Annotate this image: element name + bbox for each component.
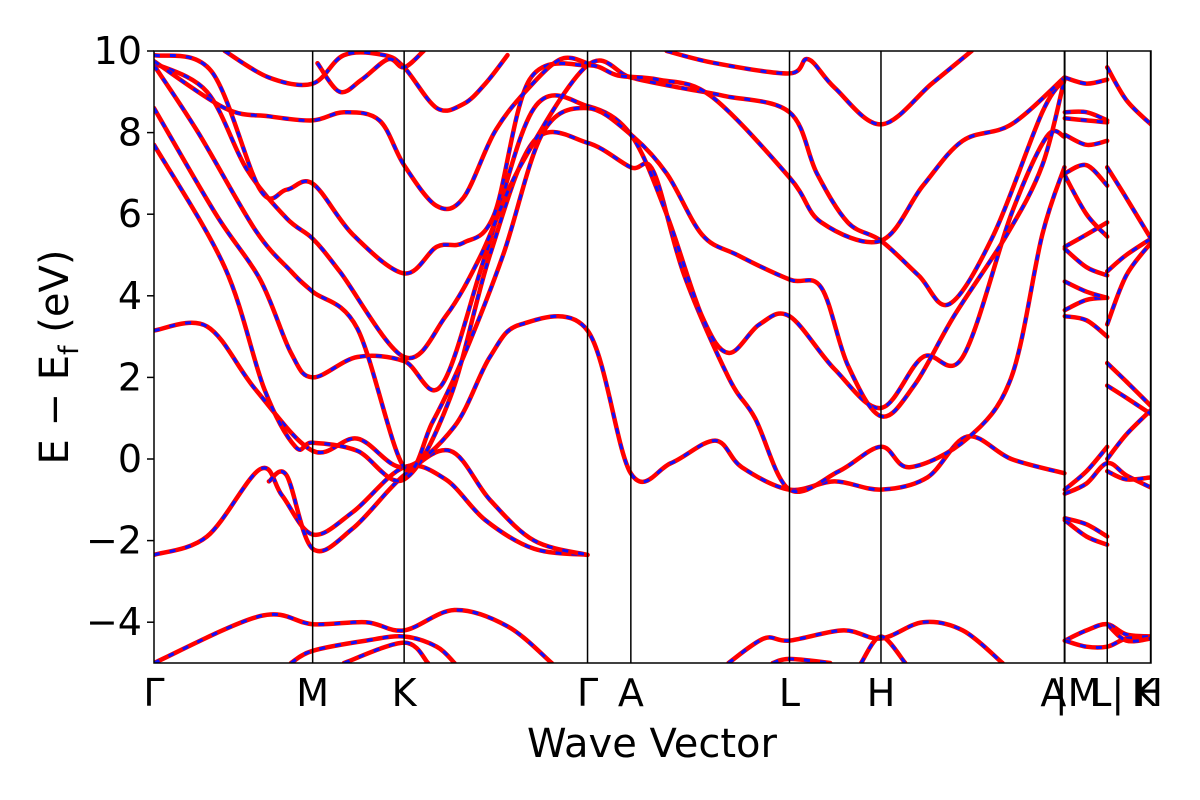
- band-line-dashed: [666, 51, 973, 126]
- band-line-solid: [1104, 407, 1151, 462]
- x-axis-ticks: Γ M K Γ A L H A|ML| KH: [143, 671, 1163, 716]
- band-line-dashed: [1064, 622, 1151, 642]
- y-axis-label-main: E − E: [32, 355, 78, 465]
- band-line-dashed: [1064, 163, 1109, 187]
- x-tick-label: L: [779, 671, 800, 715]
- band-line-dashed: [1106, 623, 1151, 643]
- band-line-dashed: [1064, 296, 1108, 312]
- band-line-dashed: [290, 634, 456, 663]
- y-tick-label: 0: [118, 437, 142, 481]
- x-tick-label: H: [1134, 671, 1163, 715]
- x-tick-label: A: [618, 671, 644, 715]
- band-line-dashed: [1063, 174, 1109, 238]
- plot-frame: [153, 50, 1152, 664]
- x-axis-label: Wave Vector: [527, 721, 778, 767]
- band-line-dashed: [1064, 516, 1108, 538]
- band-line-dashed: [1064, 221, 1108, 249]
- band-line-dashed: [316, 51, 425, 94]
- x-tick-label: K: [392, 671, 418, 715]
- band-line-dashed: [1106, 384, 1151, 416]
- y-tick-label: 10: [94, 29, 142, 73]
- y-axis-ticks: −4 −2 0 2 4 6 8 10: [86, 29, 154, 644]
- y-axis-label: E − Ef (eV): [32, 250, 85, 465]
- band-line-solid: [154, 129, 1067, 494]
- x-tick-label: K: [1132, 671, 1158, 715]
- band-line-dashed: [1064, 110, 1108, 122]
- y-tick-label: 8: [118, 111, 142, 155]
- band-line-dashed: [1064, 280, 1108, 300]
- band-line-dashed: [154, 64, 1066, 472]
- band-line-dashed: [154, 608, 553, 663]
- y-tick-label: −4: [86, 600, 142, 644]
- y-axis-label-subscript: f: [54, 344, 85, 355]
- band-line-dashed: [1106, 469, 1151, 482]
- band-line-dashed: [1064, 314, 1109, 338]
- band-line-solid: [1062, 246, 1110, 278]
- x-tick-label: Γ: [577, 671, 598, 715]
- x-tick-label: M: [296, 671, 329, 715]
- y-axis-label-unit: (eV): [32, 250, 78, 346]
- y-tick-label: 4: [118, 274, 142, 318]
- y-tick-label: 6: [118, 192, 142, 236]
- band-line-dashed: [154, 53, 1066, 275]
- x-tick-label: Γ: [143, 671, 164, 715]
- band-line-dashed: [1105, 66, 1151, 126]
- y-tick-label: −2: [86, 519, 142, 563]
- band-line-dashed: [1105, 241, 1151, 325]
- band-line-dashed: [154, 94, 1065, 410]
- x-tick-label: L|: [1090, 671, 1124, 716]
- band-line-dashed: [1063, 445, 1109, 491]
- band-line-dashed: [1106, 362, 1151, 408]
- band-line-dashed: [1064, 133, 1108, 147]
- band-line-dashed: [1106, 237, 1151, 273]
- x-tick-label: A: [1040, 671, 1066, 715]
- y-tick-label: 2: [118, 355, 142, 399]
- band-line-dashed: [1064, 76, 1108, 86]
- x-tick-label: |M: [1055, 671, 1101, 716]
- band-line-solid: [154, 314, 1067, 493]
- band-line-dashed: [154, 59, 1066, 360]
- x-tick-label: H: [867, 671, 896, 715]
- band-line-dashed: [1064, 116, 1108, 124]
- band-line-dashed: [1105, 166, 1151, 240]
- band-line-dashed: [154, 464, 588, 557]
- band-line-solid: [1062, 517, 1110, 547]
- band-line-dashed: [727, 620, 1004, 663]
